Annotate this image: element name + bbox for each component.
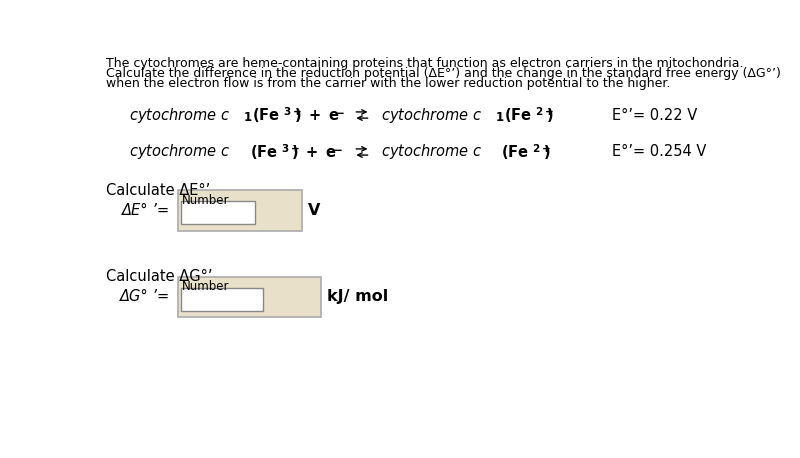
Text: $\mathbf{\it{cytochrome\ c}}$: $\mathbf{\it{cytochrome\ c}}$ xyxy=(130,105,231,125)
Text: Calculate the difference in the reduction potential (ΔE°’) and the change in the: Calculate the difference in the reductio… xyxy=(106,67,781,80)
Text: $\mathbf{\it{cytochrome\ c}}$: $\mathbf{\it{cytochrome\ c}}$ xyxy=(130,142,231,162)
Text: kJ/ mol: kJ/ mol xyxy=(327,289,388,304)
Text: $\mathbf{)}$: $\mathbf{)}$ xyxy=(543,143,550,161)
Text: E°’= 0.254 V: E°’= 0.254 V xyxy=(611,144,706,159)
Text: $\mathbf{-}$: $\mathbf{-}$ xyxy=(334,105,345,118)
Text: $\mathbf{2+}$: $\mathbf{2+}$ xyxy=(534,105,554,117)
FancyBboxPatch shape xyxy=(178,277,321,317)
Text: $\mathbf{3+}$: $\mathbf{3+}$ xyxy=(283,105,302,117)
Text: $\mathbf{(Fe}$: $\mathbf{(Fe}$ xyxy=(252,106,280,124)
Text: $\mathbf{)\ +\ e}$: $\mathbf{)\ +\ e}$ xyxy=(294,106,339,124)
Text: $\mathbf{(Fe}$: $\mathbf{(Fe}$ xyxy=(250,143,278,161)
Text: E°’= 0.22 V: E°’= 0.22 V xyxy=(611,108,697,123)
Text: $\mathbf{\it{cytochrome\ c}}$: $\mathbf{\it{cytochrome\ c}}$ xyxy=(382,105,483,125)
Text: V: V xyxy=(308,203,320,218)
Text: $\mathbf{3+}$: $\mathbf{3+}$ xyxy=(281,142,299,154)
Text: ΔE° ’=: ΔE° ’= xyxy=(122,203,170,218)
FancyBboxPatch shape xyxy=(182,288,262,311)
Text: $\mathbf{2+}$: $\mathbf{2+}$ xyxy=(533,142,551,154)
Text: $\mathbf{1}$: $\mathbf{1}$ xyxy=(495,111,505,124)
Text: $\mathbf{(Fe}$: $\mathbf{(Fe}$ xyxy=(504,106,532,124)
Text: $\mathbf{\it{cytochrome\ c}}$: $\mathbf{\it{cytochrome\ c}}$ xyxy=(382,142,483,162)
Text: $\mathbf{)}$: $\mathbf{)}$ xyxy=(546,106,553,124)
Text: $\mathbf{-}$: $\mathbf{-}$ xyxy=(332,142,342,155)
Text: ΔG° ’=: ΔG° ’= xyxy=(119,289,170,304)
Text: Number: Number xyxy=(182,280,230,293)
FancyBboxPatch shape xyxy=(182,201,255,224)
Text: $\mathbf{1}$: $\mathbf{1}$ xyxy=(243,111,253,124)
Text: The cytochromes are heme-containing proteins that function as electron carriers : The cytochromes are heme-containing prot… xyxy=(106,57,744,70)
Text: $\mathbf{)\ +\ e}$: $\mathbf{)\ +\ e}$ xyxy=(291,143,337,161)
FancyBboxPatch shape xyxy=(178,191,302,230)
Text: Calculate ΔE°’: Calculate ΔE°’ xyxy=(106,183,210,198)
Text: Number: Number xyxy=(182,194,230,207)
Text: when the electron flow is from the carrier with the lower reduction potential to: when the electron flow is from the carri… xyxy=(106,77,670,90)
Text: Calculate ΔG°’: Calculate ΔG°’ xyxy=(106,269,213,284)
Text: $\mathbf{(Fe}$: $\mathbf{(Fe}$ xyxy=(502,143,530,161)
